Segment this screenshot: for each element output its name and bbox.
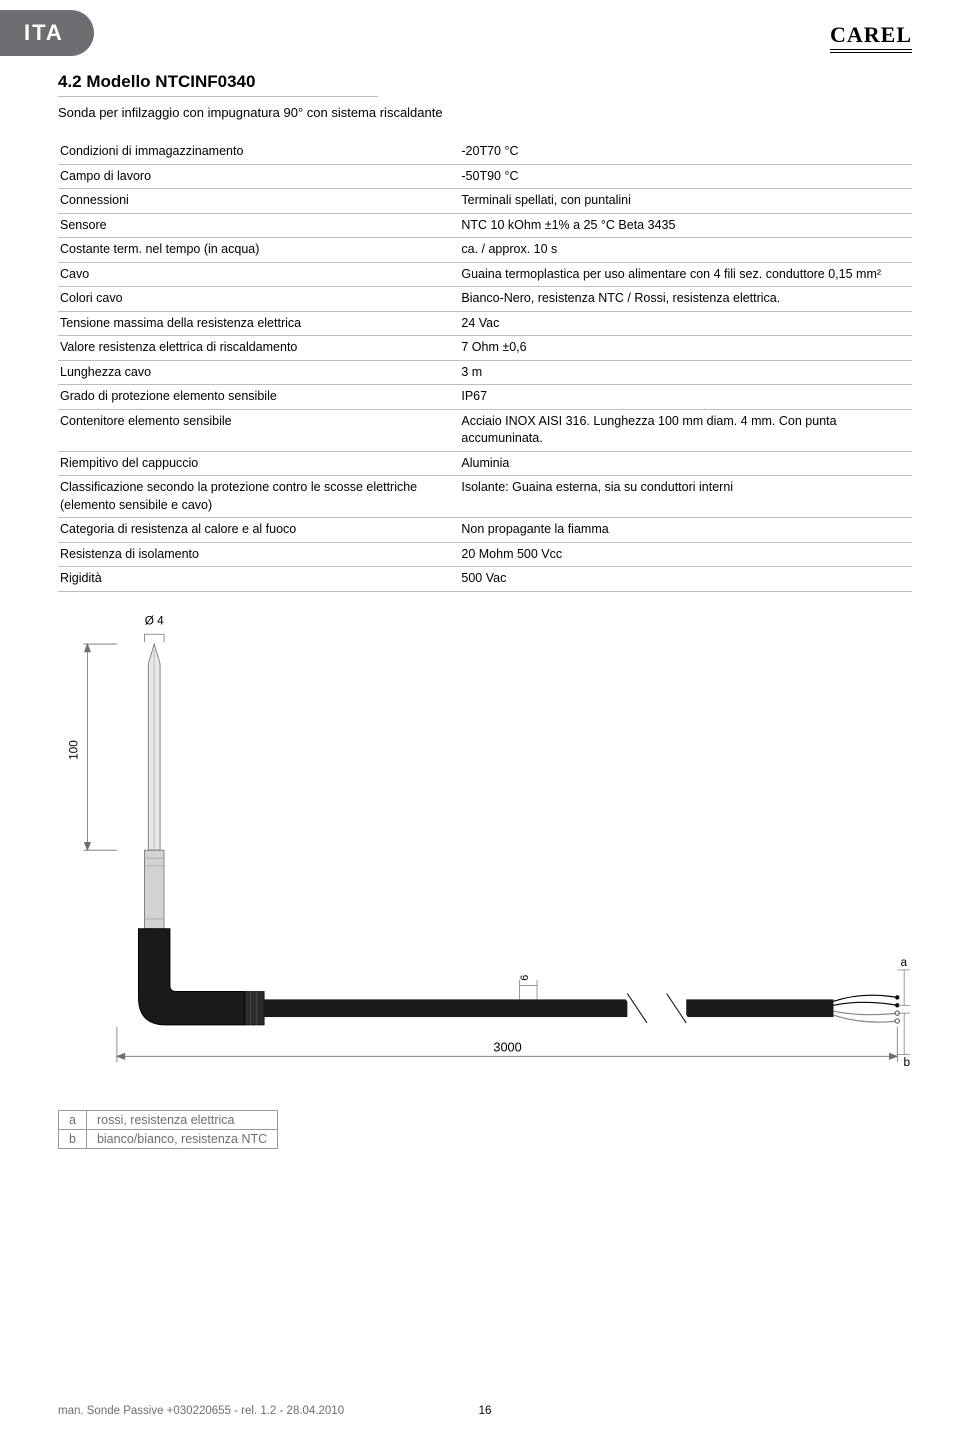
- spec-value: 20 Mohm 500 Vcc: [459, 542, 912, 567]
- main-content: 4.2 Modello NTCINF0340 Sonda per infilza…: [58, 72, 912, 592]
- spec-label: Campo di lavoro: [58, 164, 459, 189]
- dim-length-label: 100: [68, 740, 81, 760]
- spec-value: Non propagante la fiamma: [459, 518, 912, 543]
- table-row: Contenitore elemento sensibileAcciaio IN…: [58, 409, 912, 451]
- spec-value: 3 m: [459, 360, 912, 385]
- spec-label: Valore resistenza elettrica di riscaldam…: [58, 336, 459, 361]
- spec-value: -20T70 °C: [459, 140, 912, 164]
- table-row: Valore resistenza elettrica di riscaldam…: [58, 336, 912, 361]
- table-row: ConnessioniTerminali spellati, con punta…: [58, 189, 912, 214]
- legend-key: a: [59, 1111, 87, 1130]
- legend: arossi, resistenza elettricabbianco/bian…: [58, 1110, 278, 1149]
- legend-text: bianco/bianco, resistenza NTC: [86, 1130, 277, 1149]
- spec-value: 24 Vac: [459, 311, 912, 336]
- spec-label: Tensione massima della resistenza elettr…: [58, 311, 459, 336]
- spec-value: NTC 10 kOhm ±1% a 25 °C Beta 3435: [459, 213, 912, 238]
- logo-underline: [830, 52, 912, 53]
- wire-terminals: [833, 995, 899, 1023]
- probe-needle: [148, 644, 160, 850]
- spec-value: Isolante: Guaina esterna, sia su condutt…: [459, 476, 912, 518]
- spec-label: Cavo: [58, 262, 459, 287]
- dim-cable-length: 3000: [493, 1039, 521, 1054]
- table-row: SensoreNTC 10 kOhm ±1% a 25 °C Beta 3435: [58, 213, 912, 238]
- spec-label: Contenitore elemento sensibile: [58, 409, 459, 451]
- spec-value: IP67: [459, 385, 912, 410]
- spec-value: Bianco-Nero, resistenza NTC / Rossi, res…: [459, 287, 912, 312]
- legend-row: arossi, resistenza elettrica: [59, 1111, 278, 1130]
- spec-value: Aluminia: [459, 451, 912, 476]
- table-row: Lunghezza cavo3 m: [58, 360, 912, 385]
- spec-label: Connessioni: [58, 189, 459, 214]
- spec-value: Guaina termoplastica per uso alimentare …: [459, 262, 912, 287]
- handle: [138, 929, 264, 1025]
- spec-label: Riempitivo del cappuccio: [58, 451, 459, 476]
- brand-logo: CAREL: [830, 22, 912, 53]
- diagram-svg: Ø 4 100: [58, 600, 912, 1120]
- spec-label: Condizioni di immagazzinamento: [58, 140, 459, 164]
- spec-label: Lunghezza cavo: [58, 360, 459, 385]
- language-tab: ITA: [0, 10, 94, 56]
- brand-logo-text: CAREL: [830, 22, 912, 47]
- technical-diagram: Ø 4 100: [58, 600, 912, 1120]
- terminal-b-label: b: [903, 1056, 910, 1069]
- table-row: Condizioni di immagazzinamento-20T70 °C: [58, 140, 912, 164]
- spec-value: Terminali spellati, con puntalini: [459, 189, 912, 214]
- table-row: Colori cavoBianco-Nero, resistenza NTC /…: [58, 287, 912, 312]
- logo-underline: [830, 49, 912, 50]
- legend-text: rossi, resistenza elettrica: [86, 1111, 277, 1130]
- spec-label: Resistenza di isolamento: [58, 542, 459, 567]
- footer-doc-ref: man. Sonde Passive +030220655 - rel. 1.2…: [58, 1405, 344, 1417]
- table-row: Resistenza di isolamento20 Mohm 500 Vcc: [58, 542, 912, 567]
- legend-row: bbianco/bianco, resistenza NTC: [59, 1130, 278, 1149]
- spec-value: 500 Vac: [459, 567, 912, 592]
- spec-label: Costante term. nel tempo (in acqua): [58, 238, 459, 263]
- legend-key: b: [59, 1130, 87, 1149]
- table-row: CavoGuaina termoplastica per uso aliment…: [58, 262, 912, 287]
- spec-label: Categoria di resistenza al calore e al f…: [58, 518, 459, 543]
- spec-label: Grado di protezione elemento sensibile: [58, 385, 459, 410]
- spec-label: Colori cavo: [58, 287, 459, 312]
- section-title: 4.2 Modello NTCINF0340: [58, 72, 378, 97]
- table-row: Rigidità500 Vac: [58, 567, 912, 592]
- page-footer: man. Sonde Passive +030220655 - rel. 1.2…: [58, 1405, 912, 1417]
- table-row: Classificazione secondo la protezione co…: [58, 476, 912, 518]
- table-row: Grado di protezione elemento sensibileIP…: [58, 385, 912, 410]
- spec-value: Acciaio INOX AISI 316. Lunghezza 100 mm …: [459, 409, 912, 451]
- cable: [264, 993, 833, 1022]
- spec-value: 7 Ohm ±0,6: [459, 336, 912, 361]
- table-row: Categoria di resistenza al calore e al f…: [58, 518, 912, 543]
- section-subtitle: Sonda per infilzaggio con impugnatura 90…: [58, 105, 912, 120]
- terminal-a-label: a: [901, 956, 908, 969]
- spec-label: Classificazione secondo la protezione co…: [58, 476, 459, 518]
- table-row: Riempitivo del cappuccioAluminia: [58, 451, 912, 476]
- spec-value: -50T90 °C: [459, 164, 912, 189]
- spec-label: Sensore: [58, 213, 459, 238]
- dim-diameter-label: Ø 4: [145, 614, 164, 627]
- spec-table: Condizioni di immagazzinamento-20T70 °CC…: [58, 140, 912, 592]
- dim-cable-diam: 6: [519, 975, 531, 981]
- probe-ferrule: [144, 850, 164, 929]
- table-row: Costante term. nel tempo (in acqua)ca. /…: [58, 238, 912, 263]
- table-row: Campo di lavoro-50T90 °C: [58, 164, 912, 189]
- footer-page-number: 16: [479, 1405, 492, 1417]
- spec-value: ca. / approx. 10 s: [459, 238, 912, 263]
- table-row: Tensione massima della resistenza elettr…: [58, 311, 912, 336]
- spec-label: Rigidità: [58, 567, 459, 592]
